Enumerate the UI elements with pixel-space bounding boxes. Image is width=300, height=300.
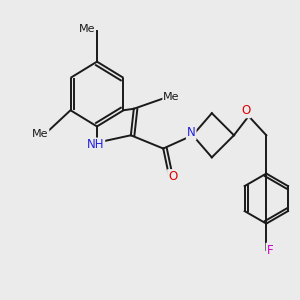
Text: Me: Me	[32, 129, 48, 139]
Text: O: O	[168, 170, 177, 183]
Text: Me: Me	[78, 24, 95, 34]
Text: O: O	[241, 104, 250, 117]
Text: F: F	[266, 244, 273, 256]
Text: N: N	[187, 126, 196, 140]
Text: Me: Me	[163, 92, 180, 102]
Text: NH: NH	[87, 139, 104, 152]
